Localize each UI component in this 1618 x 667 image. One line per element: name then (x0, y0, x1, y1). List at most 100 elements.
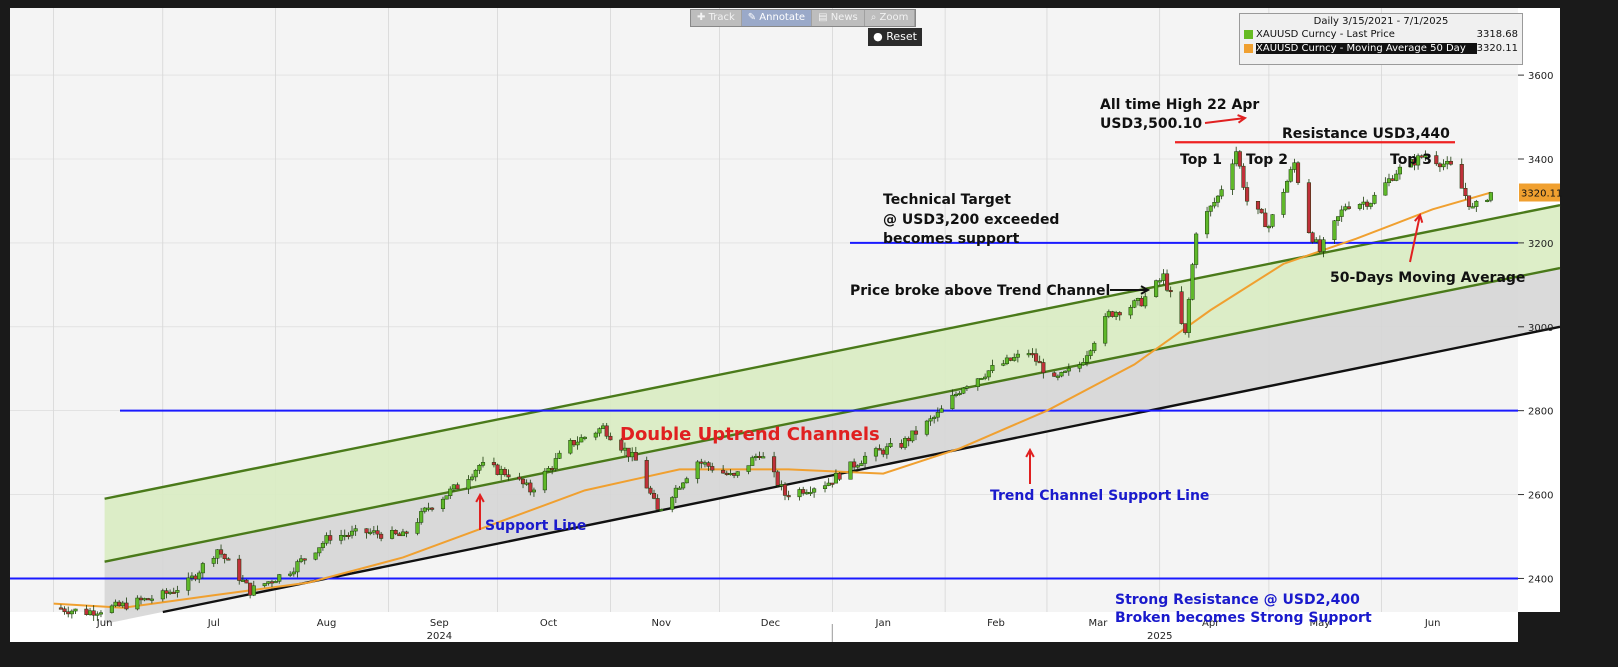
candle-body (1474, 201, 1479, 207)
x-month-label: Apr (1202, 618, 1220, 629)
legend-item-ma50[interactable]: XAUUSD Curncy - Moving Average 50 Day 33… (1240, 41, 1522, 55)
candle-body (135, 597, 140, 610)
candle-body (808, 491, 813, 494)
candle-body (644, 460, 649, 489)
legend-item-last-price[interactable]: XAUUSD Curncy - Last Price 3318.68 (1240, 27, 1522, 41)
candle-body (1230, 163, 1235, 190)
annotate-button[interactable]: ✎ Annotate (741, 10, 813, 26)
candle-body (440, 498, 446, 509)
candle-body (98, 612, 104, 615)
candle-body (873, 448, 879, 457)
candle-body (237, 558, 242, 581)
candle-body (786, 495, 791, 498)
x-month-label: May (1310, 618, 1331, 629)
x-month-label: Nov (652, 618, 672, 629)
candle-body (419, 511, 424, 523)
candle-body (1357, 204, 1362, 209)
candle-body (1416, 155, 1421, 166)
chart-legend: Daily 3/15/2021 - 7/1/2025 XAUUSD Curncy… (1239, 13, 1523, 65)
y-tick-label: 3400 (1528, 155, 1553, 166)
technical-target-label: Technical Target (883, 192, 1011, 208)
candle-body (1343, 206, 1348, 211)
y-tick-label: 3600 (1528, 71, 1553, 82)
candle-body (1339, 209, 1344, 217)
candle-body (939, 408, 944, 413)
candle-body (710, 466, 715, 471)
candle-body (1437, 163, 1442, 168)
candle-body (1179, 291, 1184, 324)
technical-target-label: @ USD3,200 exceeded (883, 212, 1059, 228)
candle-body (1270, 214, 1275, 227)
candle-body (750, 457, 755, 466)
candle-body (1321, 239, 1326, 252)
candle-body (1281, 192, 1286, 215)
reset-button[interactable]: ● Reset (868, 28, 922, 46)
candle-body (1317, 239, 1322, 252)
candle-body (397, 533, 402, 537)
candle-body (266, 581, 271, 584)
candle-body (1103, 316, 1108, 344)
chart-toolbar: ✚ Track ✎ Annotate ▤ News ⌕ Zoom (690, 9, 917, 27)
candle-body (1066, 367, 1071, 372)
candle-body (288, 573, 293, 576)
candle-body (1117, 312, 1122, 316)
candle-body (852, 461, 857, 468)
candle-body (608, 435, 613, 441)
legend-title: Daily 3/15/2021 - 7/1/2025 (1313, 16, 1449, 27)
candle-body (109, 605, 114, 613)
candle-body (830, 482, 835, 485)
candle-body (262, 583, 267, 587)
upper-channel-line (104, 203, 1561, 500)
candle-body (320, 542, 325, 548)
candle-body (761, 456, 766, 459)
candle-body (601, 425, 606, 429)
candle-body (328, 535, 333, 541)
candle-body (924, 420, 929, 435)
candle-body (1092, 342, 1097, 351)
candle-body (1310, 232, 1315, 243)
candle-body (466, 479, 471, 490)
candle-body (1368, 203, 1373, 207)
candle-body (702, 462, 708, 465)
candle-body (189, 575, 194, 579)
candle-body (1205, 211, 1210, 235)
candle-body (1168, 290, 1173, 293)
candle-body (553, 458, 558, 470)
track-button[interactable]: ✚ Track (691, 10, 742, 26)
candle-body (1026, 353, 1031, 356)
annotate-label: Annotate (759, 12, 806, 23)
candle-body (517, 476, 522, 480)
news-button[interactable]: ▤ News (812, 10, 865, 26)
candle-body (1488, 192, 1493, 201)
candle-body (291, 571, 296, 575)
candle-body (1052, 372, 1057, 377)
candle-body (1135, 298, 1140, 301)
candle-body (1161, 273, 1166, 281)
candle-body (957, 392, 962, 395)
zoom-button[interactable]: ⌕ Zoom (865, 10, 916, 26)
x-month-label: Aug (317, 618, 337, 629)
candle-body (1059, 372, 1064, 377)
candle-body (648, 487, 653, 494)
candle-body (935, 412, 940, 418)
candle-body (138, 597, 144, 601)
trend-channel-support-line (162, 325, 1561, 614)
candle-body (295, 561, 300, 573)
candle-body (480, 462, 486, 466)
candle-body (171, 591, 176, 594)
candle-body (826, 482, 831, 486)
candle-body (164, 590, 169, 594)
candle-body (1157, 280, 1162, 283)
candle-body (1012, 357, 1017, 361)
candle-body (1081, 362, 1086, 366)
reset-icon: ● (873, 30, 883, 43)
candle-body (961, 387, 966, 394)
candle-body (1088, 350, 1093, 356)
candle-body (349, 530, 355, 536)
candle-body (91, 610, 96, 616)
candle-body (651, 492, 657, 499)
upper-channel-fill (104, 205, 1560, 562)
candle-body (502, 468, 507, 476)
candle-body (1190, 264, 1195, 300)
